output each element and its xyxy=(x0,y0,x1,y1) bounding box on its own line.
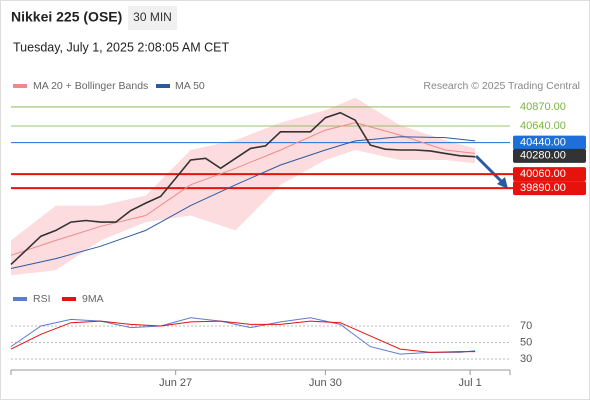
price-line xyxy=(10,111,476,265)
y-tick-label: 70 xyxy=(520,320,532,332)
title: Nikkei 225 (OSE) xyxy=(11,9,122,25)
legend-swatch xyxy=(62,297,76,301)
level-label: 40640.00 xyxy=(520,120,566,132)
credit: Research © 2025 Trading Central xyxy=(423,80,580,92)
timestamp: Tuesday, July 1, 2025 2:08:05 AM CET xyxy=(13,40,229,54)
level-label: 39890.00 xyxy=(520,182,566,194)
level-label: 40060.00 xyxy=(520,168,566,180)
legend-label: MA 50 xyxy=(175,80,205,92)
interval[interactable]: 30 MIN xyxy=(133,10,172,24)
level-label: 40280.00 xyxy=(520,150,566,162)
interval-box[interactable] xyxy=(128,6,177,30)
x-tick-label: Jun 27 xyxy=(159,377,192,389)
level-box xyxy=(513,135,586,150)
arrow-head xyxy=(497,177,508,189)
level-box xyxy=(513,148,586,163)
legend-label: RSI xyxy=(33,293,51,305)
legend-swatch xyxy=(13,84,27,88)
x-tick-label: Jun 30 xyxy=(309,377,342,389)
ma-line xyxy=(10,122,476,256)
level-box xyxy=(513,167,586,182)
level-label: 40870.00 xyxy=(520,101,566,113)
level-label: 40440.00 xyxy=(520,136,566,148)
indicator-line xyxy=(10,317,476,355)
legend-label: 9MA xyxy=(82,293,104,305)
x-tick-label: Jul 1 xyxy=(458,377,481,389)
level-box xyxy=(513,181,586,196)
y-tick-label: 50 xyxy=(520,336,532,348)
indicator-line xyxy=(10,320,476,353)
legend-label: MA 20 + Bollinger Bands xyxy=(33,80,148,92)
legend-swatch xyxy=(156,84,170,88)
legend-swatch xyxy=(13,297,27,301)
y-tick-label: 30 xyxy=(520,353,532,365)
ma-line xyxy=(10,136,476,269)
arrow xyxy=(474,154,505,185)
